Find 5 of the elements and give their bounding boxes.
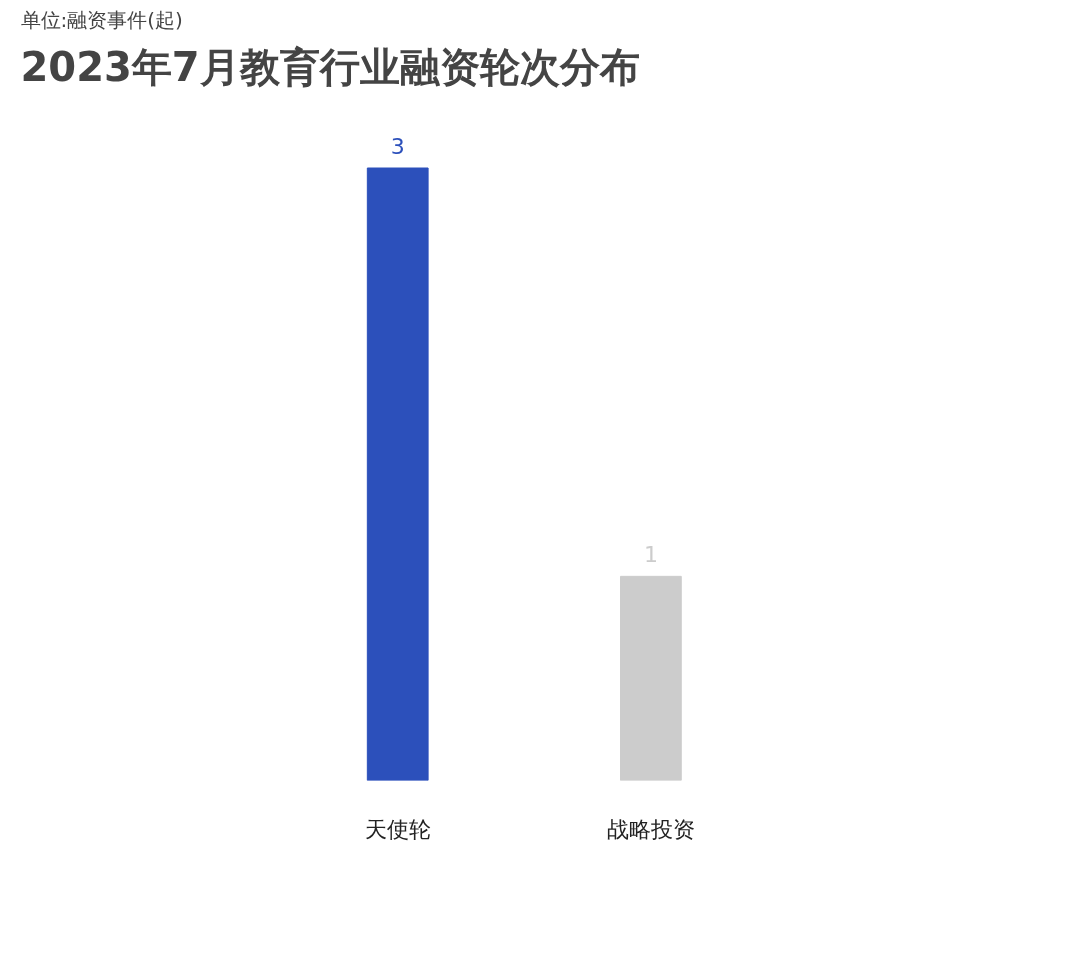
text: 单位:融资事件(起) (20, 7, 183, 32)
x-tick-label: 天使轮 (364, 816, 431, 842)
x-tick-label: 战略投资 (606, 816, 695, 842)
chart-title: 2023年7月教育行业融资轮次分布 (20, 43, 640, 90)
data-label: 3 (390, 134, 405, 159)
